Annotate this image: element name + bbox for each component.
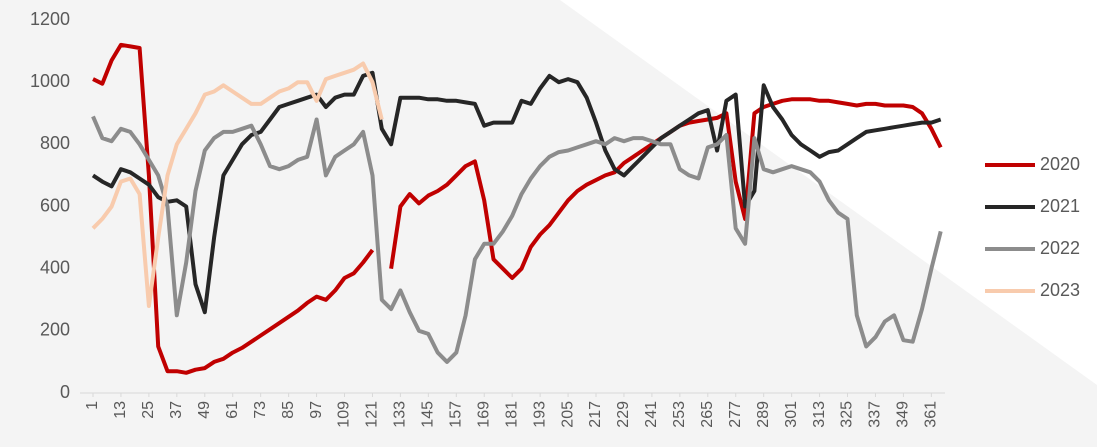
x-tick-label: 217 xyxy=(587,401,604,428)
y-tick-label: 200 xyxy=(40,320,70,340)
x-tick-label: 253 xyxy=(671,401,688,428)
x-tick-label: 169 xyxy=(475,401,492,428)
legend-label: 2022 xyxy=(1040,238,1080,258)
x-tick-label: 1 xyxy=(84,401,101,410)
x-tick-label: 85 xyxy=(280,401,297,419)
x-tick-label: 181 xyxy=(503,401,520,428)
legend-label: 2020 xyxy=(1040,154,1080,174)
x-tick-label: 325 xyxy=(839,401,856,428)
line-series xyxy=(91,115,943,364)
y-tick-label: 1200 xyxy=(30,9,70,29)
x-tick-label: 229 xyxy=(615,401,632,428)
x-tick-label: 145 xyxy=(420,401,437,428)
x-tick-label: 37 xyxy=(168,401,185,419)
y-tick-label: 800 xyxy=(40,133,70,153)
x-tick-label: 109 xyxy=(336,401,353,428)
x-tick-label: 49 xyxy=(196,401,213,419)
y-tick-label: 400 xyxy=(40,257,70,277)
x-tick-label: 193 xyxy=(531,401,548,428)
x-tick-label: 301 xyxy=(783,401,800,428)
legend-label: 2023 xyxy=(1040,280,1080,300)
x-tick-label: 361 xyxy=(923,401,940,428)
x-tick-label: 61 xyxy=(224,401,241,419)
y-tick-label: 600 xyxy=(40,195,70,215)
x-tick-label: 97 xyxy=(308,401,325,419)
x-tick-label: 337 xyxy=(867,401,884,428)
line-series xyxy=(91,61,384,308)
x-tick-label: 25 xyxy=(140,401,157,419)
x-tick-label: 265 xyxy=(699,401,716,428)
x-tick-label: 13 xyxy=(112,401,129,419)
line-series xyxy=(91,70,942,315)
x-tick-label: 277 xyxy=(727,401,744,428)
x-tick-label: 205 xyxy=(559,401,576,428)
y-tick-label: 0 xyxy=(60,382,70,402)
background-shape xyxy=(560,0,1097,385)
x-tick-label: 121 xyxy=(364,401,381,428)
x-tick-label: 289 xyxy=(755,401,772,428)
x-tick-label: 349 xyxy=(895,401,912,428)
x-tick-label: 157 xyxy=(448,401,465,428)
y-tick-label: 1000 xyxy=(30,71,70,91)
x-tick-label: 241 xyxy=(643,401,660,428)
x-tick-label: 313 xyxy=(811,401,828,428)
x-tick-label: 73 xyxy=(252,401,269,419)
legend-label: 2021 xyxy=(1040,196,1080,216)
x-tick-label: 133 xyxy=(392,401,409,428)
